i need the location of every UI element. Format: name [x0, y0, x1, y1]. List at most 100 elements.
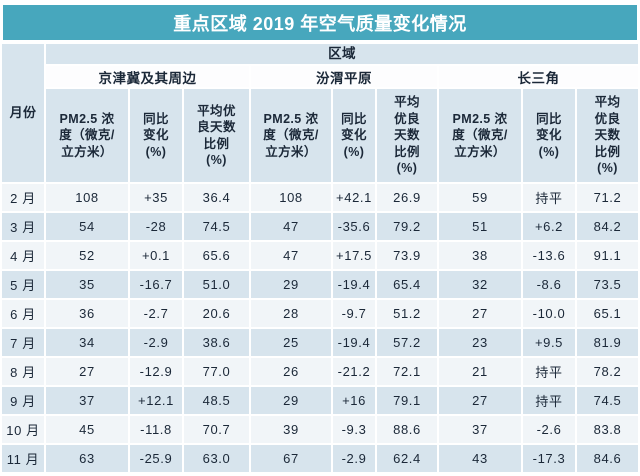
header-pm25-fenwei: PM2.5 浓 度（微克/ 立方米） [251, 89, 331, 182]
value-cell: 34 [46, 329, 128, 356]
value-cell: +0.1 [130, 242, 182, 269]
value-cell: 65.4 [377, 271, 437, 298]
value-cell: 83.8 [577, 416, 638, 443]
value-cell: -19.4 [333, 271, 375, 298]
screenshot-root: 重点区域 2019 年空气质量变化情况 月份 区域 京津冀及其周边 汾渭平原 长… [0, 5, 640, 476]
value-cell: 65.6 [184, 242, 249, 269]
value-cell: 36.4 [184, 184, 249, 211]
value-cell: 84.2 [577, 213, 638, 240]
value-cell: -11.8 [130, 416, 182, 443]
value-cell: +17.5 [333, 242, 375, 269]
header-yoy-changsanjiao: 同比 变化 (%) [523, 89, 575, 182]
value-cell: 70.7 [184, 416, 249, 443]
header-gooddays-jingjinji: 平均优 良天数 比例 (%) [184, 89, 249, 182]
header-pm25-changsanjiao: PM2.5 浓 度（微克/ 立方米） [439, 89, 521, 182]
month-cell: 11 月 [2, 445, 44, 472]
value-cell: 持平 [523, 184, 575, 211]
value-cell: 持平 [523, 387, 575, 414]
value-cell: -35.6 [333, 213, 375, 240]
value-cell: -28 [130, 213, 182, 240]
month-cell: 6 月 [2, 300, 44, 327]
air-quality-table: 月份 区域 京津冀及其周边 汾渭平原 长三角 PM2.5 浓 度（微克/ 立方米… [2, 44, 638, 472]
value-cell: +9.5 [523, 329, 575, 356]
value-cell: 47 [251, 213, 331, 240]
value-cell: -2.7 [130, 300, 182, 327]
value-cell: 73.9 [377, 242, 437, 269]
month-cell: 10 月 [2, 416, 44, 443]
value-cell: 48.5 [184, 387, 249, 414]
month-cell: 7 月 [2, 329, 44, 356]
value-cell: 25 [251, 329, 331, 356]
value-cell: 67 [251, 445, 331, 472]
month-cell: 3 月 [2, 213, 44, 240]
value-cell: -2.6 [523, 416, 575, 443]
month-cell: 8 月 [2, 358, 44, 385]
value-cell: 39 [251, 416, 331, 443]
month-cell: 5 月 [2, 271, 44, 298]
value-cell: 74.5 [184, 213, 249, 240]
value-cell: -2.9 [333, 445, 375, 472]
value-cell: 57.2 [377, 329, 437, 356]
value-cell: 28 [251, 300, 331, 327]
value-cell: -8.6 [523, 271, 575, 298]
value-cell: -12.9 [130, 358, 182, 385]
value-cell: 27 [439, 387, 521, 414]
region-name-jingjinji: 京津冀及其周边 [46, 66, 249, 87]
value-cell: -9.7 [333, 300, 375, 327]
value-cell: 84.6 [577, 445, 638, 472]
value-cell: 20.6 [184, 300, 249, 327]
value-cell: -16.7 [130, 271, 182, 298]
value-cell: 52 [46, 242, 128, 269]
region-name-changsanjiao: 长三角 [439, 66, 638, 87]
value-cell: -9.3 [333, 416, 375, 443]
value-cell: -2.9 [130, 329, 182, 356]
value-cell: +16 [333, 387, 375, 414]
value-cell: -25.9 [130, 445, 182, 472]
value-cell: -19.4 [333, 329, 375, 356]
value-cell: 26 [251, 358, 331, 385]
header-month: 月份 [2, 44, 44, 182]
value-cell: 74.5 [577, 387, 638, 414]
value-cell: 79.1 [377, 387, 437, 414]
value-cell: 35 [46, 271, 128, 298]
value-cell: 36 [46, 300, 128, 327]
month-cell: 9 月 [2, 387, 44, 414]
value-cell: 63.0 [184, 445, 249, 472]
region-name-fenwei: 汾渭平原 [251, 66, 437, 87]
value-cell: -10.0 [523, 300, 575, 327]
value-cell: -21.2 [333, 358, 375, 385]
value-cell: -17.3 [523, 445, 575, 472]
value-cell: 72.1 [377, 358, 437, 385]
value-cell: 21 [439, 358, 521, 385]
value-cell: 27 [439, 300, 521, 327]
value-cell: +42.1 [333, 184, 375, 211]
header-gooddays-changsanjiao: 平均 优良 天数 比例 (%) [577, 89, 638, 182]
value-cell: 108 [46, 184, 128, 211]
header-yoy-fenwei: 同比 变化 (%) [333, 89, 375, 182]
value-cell: +6.2 [523, 213, 575, 240]
value-cell: 63 [46, 445, 128, 472]
value-cell: 91.1 [577, 242, 638, 269]
value-cell: 51 [439, 213, 521, 240]
value-cell: 78.2 [577, 358, 638, 385]
value-cell: 47 [251, 242, 331, 269]
value-cell: 37 [439, 416, 521, 443]
value-cell: 81.9 [577, 329, 638, 356]
month-cell: 2 月 [2, 184, 44, 211]
value-cell: 持平 [523, 358, 575, 385]
value-cell: 108 [251, 184, 331, 211]
value-cell: 71.2 [577, 184, 638, 211]
value-cell: 62.4 [377, 445, 437, 472]
value-cell: +35 [130, 184, 182, 211]
value-cell: 43 [439, 445, 521, 472]
header-gooddays-fenwei: 平均 优良 天数 比例 (%) [377, 89, 437, 182]
value-cell: 88.6 [377, 416, 437, 443]
value-cell: 65.1 [577, 300, 638, 327]
header-pm25-jingjinji: PM2.5 浓 度（微克/ 立方米） [46, 89, 128, 182]
value-cell: 38.6 [184, 329, 249, 356]
value-cell: 38 [439, 242, 521, 269]
value-cell: 54 [46, 213, 128, 240]
value-cell: 45 [46, 416, 128, 443]
value-cell: -13.6 [523, 242, 575, 269]
value-cell: 32 [439, 271, 521, 298]
